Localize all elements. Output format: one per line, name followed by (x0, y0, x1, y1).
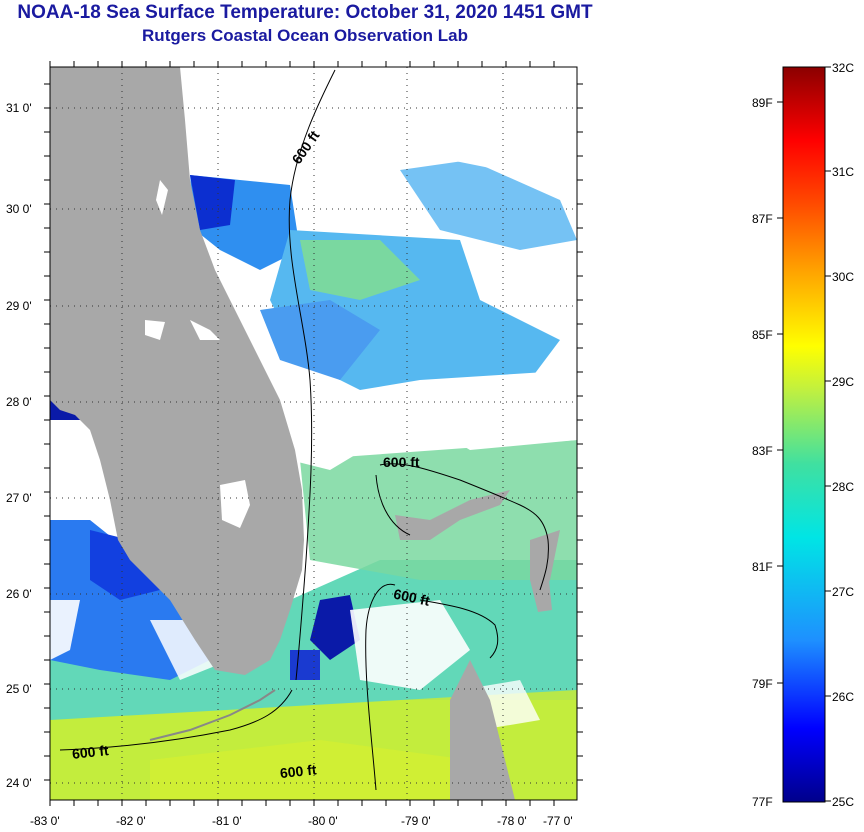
lon-label: -83 0' (30, 814, 60, 828)
lat-label: 25 0' (6, 682, 32, 696)
colorbar-celsius-label: 27C (832, 585, 854, 599)
lat-label: 31 0' (6, 101, 32, 115)
lon-label: -78 0' (497, 814, 527, 828)
lat-label: 28 0' (6, 395, 32, 409)
lat-label: 26 0' (6, 587, 32, 601)
map-title: NOAA-18 Sea Surface Temperature: October… (17, 2, 593, 23)
isobath-label: 600 ft (279, 761, 317, 781)
andros-land (450, 660, 515, 800)
lon-label: -81 0' (212, 814, 242, 828)
colorbar-fahrenheit-label: 87F (752, 212, 773, 226)
isobath-label: 600 ft (71, 742, 109, 762)
map-subtitle: Rutgers Coastal Ocean Observation Lab (142, 26, 468, 45)
lon-label: -80 0' (308, 814, 338, 828)
lat-label: 29 0' (6, 299, 32, 313)
isobath-contours (59, 69, 549, 791)
lon-label: -77 0' (543, 814, 573, 828)
colorbar (782, 66, 826, 803)
colorbar-fahrenheit-label: 89F (752, 96, 773, 110)
colorbar-celsius-label: 31C (832, 165, 854, 179)
colorbar-fahrenheit-label: 81F (752, 560, 773, 574)
lat-label: 24 0' (6, 776, 32, 790)
colorbar-fahrenheit-label: 85F (752, 328, 773, 342)
colorbar-celsius-label: 29C (832, 375, 854, 389)
lon-label: -79 0' (401, 814, 431, 828)
colorbar-celsius-label: 30C (832, 270, 854, 284)
colorbar-fahrenheit-label: 83F (752, 444, 773, 458)
colorbar-celsius-label: 26C (832, 690, 854, 704)
lon-label: -82 0' (116, 814, 146, 828)
colorbar-fahrenheit-label: 77F (752, 795, 773, 809)
colorbar-celsius-label: 25C (832, 795, 854, 809)
isobath-label: 600 ft (392, 586, 431, 609)
axis-ticks (44, 61, 583, 806)
lat-label: 30 0' (6, 202, 32, 216)
lat-label: 27 0' (6, 491, 32, 505)
graticule (50, 67, 577, 800)
colorbar-fahrenheit-label: 79F (752, 677, 773, 691)
colorbar-celsius-label: 28C (832, 480, 854, 494)
grand-bahama-land (395, 490, 510, 540)
colorbar-ticks (777, 66, 831, 802)
colorbar-celsius-label: 32C (832, 61, 854, 75)
isobath-label: 600 ft (383, 454, 420, 470)
sst-field (50, 67, 577, 800)
